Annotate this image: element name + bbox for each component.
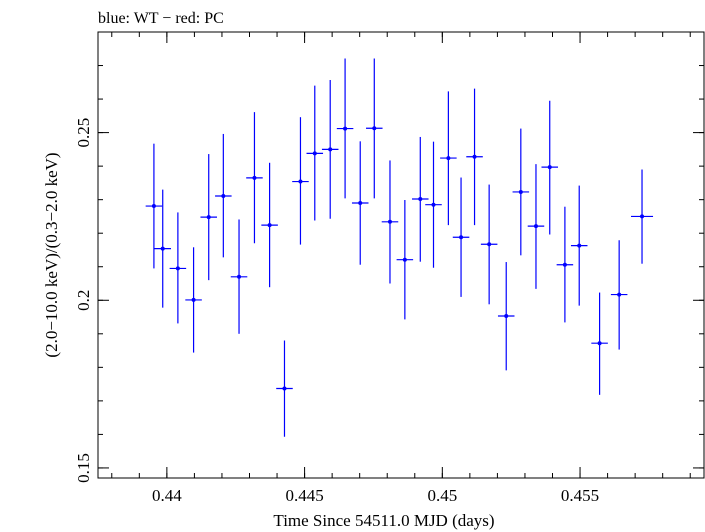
y-tick-label: 0.25 [74, 118, 93, 148]
point-marker [252, 175, 257, 180]
point-marker [597, 341, 602, 346]
data-point [145, 143, 163, 269]
point-marker [402, 257, 407, 262]
point-marker [431, 202, 436, 207]
point-marker [267, 223, 272, 228]
point-marker [547, 165, 552, 170]
data-point [412, 136, 429, 262]
point-marker [191, 297, 196, 302]
data-point [591, 292, 608, 395]
point-marker [206, 215, 211, 220]
data-point [512, 128, 530, 256]
point-marker [312, 151, 317, 156]
point-marker [562, 262, 567, 267]
point-marker [640, 214, 645, 219]
point-marker [617, 292, 622, 297]
x-tick-label: 0.455 [561, 486, 599, 505]
data-point [610, 240, 628, 350]
point-marker [372, 126, 377, 131]
y-tick-label: 0.2 [74, 290, 93, 311]
x-tick-label: 0.44 [152, 486, 182, 505]
data-point [527, 164, 545, 289]
point-marker [504, 314, 509, 319]
data-point [440, 91, 457, 226]
point-marker [446, 156, 451, 161]
data-point [570, 185, 588, 306]
x-axis-label: Time Since 54511.0 MJD (days) [273, 511, 494, 530]
x-tick-label: 0.45 [427, 486, 457, 505]
data-point [631, 169, 654, 264]
point-marker [282, 386, 287, 391]
data-point [466, 88, 483, 226]
data-point [541, 100, 559, 235]
point-marker [328, 147, 333, 152]
point-marker [487, 242, 492, 247]
data-point [261, 162, 278, 288]
data-point [154, 189, 171, 308]
data-point [215, 133, 232, 258]
point-marker [298, 179, 303, 184]
point-marker [175, 266, 180, 271]
data-point [381, 160, 399, 284]
data-point [425, 141, 442, 268]
data-point [556, 206, 574, 323]
point-marker [237, 274, 242, 279]
point-marker [577, 243, 582, 248]
data-point [246, 112, 263, 244]
x-tick-label: 0.445 [285, 486, 323, 505]
data-point [396, 200, 414, 320]
data-point [497, 262, 515, 371]
data-point [200, 154, 217, 281]
plot-frame [97, 31, 705, 479]
data-point [230, 219, 248, 334]
data-point [480, 184, 498, 305]
data-point [276, 340, 293, 437]
point-marker [472, 154, 477, 159]
data-points [145, 58, 654, 437]
point-marker [418, 196, 423, 201]
y-tick-label: 0.15 [74, 453, 93, 483]
point-marker [459, 235, 464, 240]
point-marker [518, 189, 523, 194]
y-axis-label: (2.0−10.0 keV)/(0.3−2.0 keV) [42, 152, 61, 357]
point-marker [151, 204, 156, 209]
data-point [366, 58, 383, 199]
data-point [292, 117, 309, 245]
axis-tick-labels: 0.44 0.445 0.45 0.455 0.15 0.2 0.25 [74, 118, 599, 505]
chart-title: blue: WT − red: PC [98, 10, 224, 27]
point-marker [533, 224, 538, 229]
data-point [169, 212, 187, 324]
point-marker [160, 246, 165, 251]
data-point [185, 247, 202, 353]
point-marker [358, 201, 363, 206]
data-point [321, 79, 339, 219]
data-point [336, 58, 354, 199]
point-marker [221, 193, 226, 198]
data-point [452, 177, 470, 297]
point-marker [343, 126, 348, 131]
axis-ticks [98, 31, 704, 478]
data-point [351, 141, 369, 265]
point-marker [387, 219, 392, 224]
data-point [306, 85, 324, 221]
